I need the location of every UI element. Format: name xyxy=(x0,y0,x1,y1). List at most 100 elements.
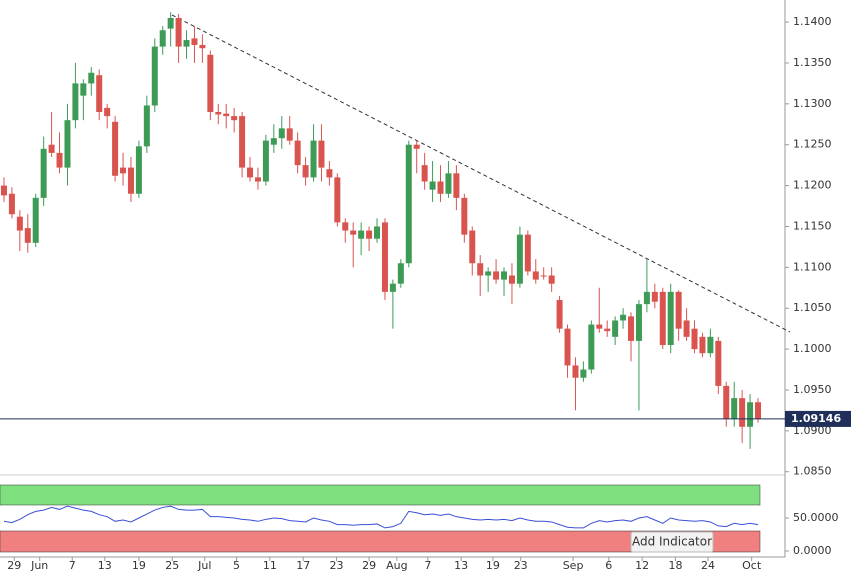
y-tick-label: 1.0850 xyxy=(793,465,832,478)
candle-body xyxy=(755,402,762,419)
candle-body xyxy=(564,328,571,366)
x-tick-label: 29 xyxy=(362,559,376,572)
candle-body xyxy=(635,304,642,341)
candle-body xyxy=(175,17,182,47)
y-tick-label: 50.0000 xyxy=(793,511,839,524)
candle-body xyxy=(231,116,238,121)
candle-body xyxy=(612,320,619,337)
candle-body xyxy=(80,83,87,96)
indicator-line xyxy=(3,505,759,529)
candle-body xyxy=(104,107,111,117)
candle-body xyxy=(16,216,23,231)
candle-body xyxy=(667,291,674,346)
candle-body xyxy=(699,336,706,354)
candle-body xyxy=(747,402,754,427)
candle-body xyxy=(318,140,325,168)
candle-body xyxy=(143,105,150,147)
candle-body xyxy=(270,138,277,145)
candle-body xyxy=(508,275,515,284)
x-tick-label: 13 xyxy=(454,559,468,572)
y-tick-label: 1.1350 xyxy=(793,56,832,69)
candle-body xyxy=(24,228,31,243)
candle-body xyxy=(254,177,261,182)
candle-body xyxy=(643,291,650,305)
candle-body xyxy=(215,112,222,115)
candle-body xyxy=(207,54,214,113)
candle-body xyxy=(96,75,103,113)
y-tick-label: 1.1250 xyxy=(793,138,832,151)
candle-body xyxy=(135,146,142,194)
x-tick-label: 11 xyxy=(263,559,277,572)
y-tick-label: 1.1000 xyxy=(793,342,832,355)
x-tick-label: 24 xyxy=(701,559,715,572)
candle-body xyxy=(651,291,658,302)
x-tick-label: 17 xyxy=(296,559,310,572)
candle-body xyxy=(548,275,555,284)
candle-body xyxy=(239,116,246,168)
candle-body xyxy=(556,300,563,329)
candle-body xyxy=(421,165,428,182)
y-tick-label: 1.1050 xyxy=(793,301,832,314)
candle-body xyxy=(223,113,230,117)
y-tick-label: 0.0000 xyxy=(793,544,832,557)
x-tick-label: 5 xyxy=(233,559,240,572)
candle-body xyxy=(453,173,460,198)
oversold-zone xyxy=(0,530,761,553)
candle-body xyxy=(366,230,373,239)
candle-body xyxy=(429,181,436,190)
candle-body xyxy=(628,316,635,341)
candle-body xyxy=(326,169,333,178)
candle-body xyxy=(675,291,682,329)
x-tick-label: 6 xyxy=(605,559,612,572)
candle-body xyxy=(723,385,730,419)
candle-body xyxy=(469,230,476,264)
candle-body xyxy=(580,369,587,378)
candle-body xyxy=(294,140,301,166)
candle-body xyxy=(56,152,63,168)
candle-body xyxy=(151,46,158,106)
x-tick-label: 18 xyxy=(668,559,682,572)
y-tick-label: 1.0950 xyxy=(793,383,832,396)
current-price-label: 1.09146 xyxy=(791,412,841,425)
x-tick-label: 19 xyxy=(486,559,500,572)
candle-body xyxy=(659,291,666,346)
candle-body xyxy=(64,120,71,168)
y-tick-label: 1.1400 xyxy=(793,15,832,28)
candle-body xyxy=(72,83,79,121)
x-tick-label: 12 xyxy=(635,559,649,572)
y-tick-label: 1.1200 xyxy=(793,179,832,192)
candle-body xyxy=(278,128,285,139)
candle-body xyxy=(540,275,547,277)
add-indicator-label[interactable]: Add Indicator xyxy=(632,535,712,549)
x-tick-label: 13 xyxy=(98,559,112,572)
candle-body xyxy=(485,271,492,276)
candle-body xyxy=(437,181,444,194)
x-tick-label: Sep xyxy=(563,559,584,572)
candle-body xyxy=(477,263,484,276)
candle-body xyxy=(342,222,349,231)
candle-body xyxy=(191,38,198,45)
candle-body xyxy=(334,177,341,223)
y-tick-label: 1.1100 xyxy=(793,260,832,273)
candle-body xyxy=(374,226,381,239)
candle-body xyxy=(127,167,134,194)
candle-body xyxy=(159,30,166,47)
candle-body xyxy=(501,271,508,280)
candle-body xyxy=(247,167,254,178)
candle-body xyxy=(739,398,746,427)
candle-body xyxy=(397,263,404,284)
candle-body xyxy=(532,271,539,280)
candle-body xyxy=(120,167,127,174)
x-tick-label: 25 xyxy=(165,559,179,572)
candle-body xyxy=(310,140,317,178)
candle-body xyxy=(516,234,523,284)
candle-body xyxy=(691,328,698,350)
candle-body xyxy=(183,40,190,47)
candle-body xyxy=(413,144,420,149)
add-indicator-button[interactable] xyxy=(630,531,714,553)
candle-body xyxy=(302,165,309,178)
candle-body xyxy=(596,324,603,329)
candle-body xyxy=(286,128,293,141)
x-tick-label: 23 xyxy=(330,559,344,572)
